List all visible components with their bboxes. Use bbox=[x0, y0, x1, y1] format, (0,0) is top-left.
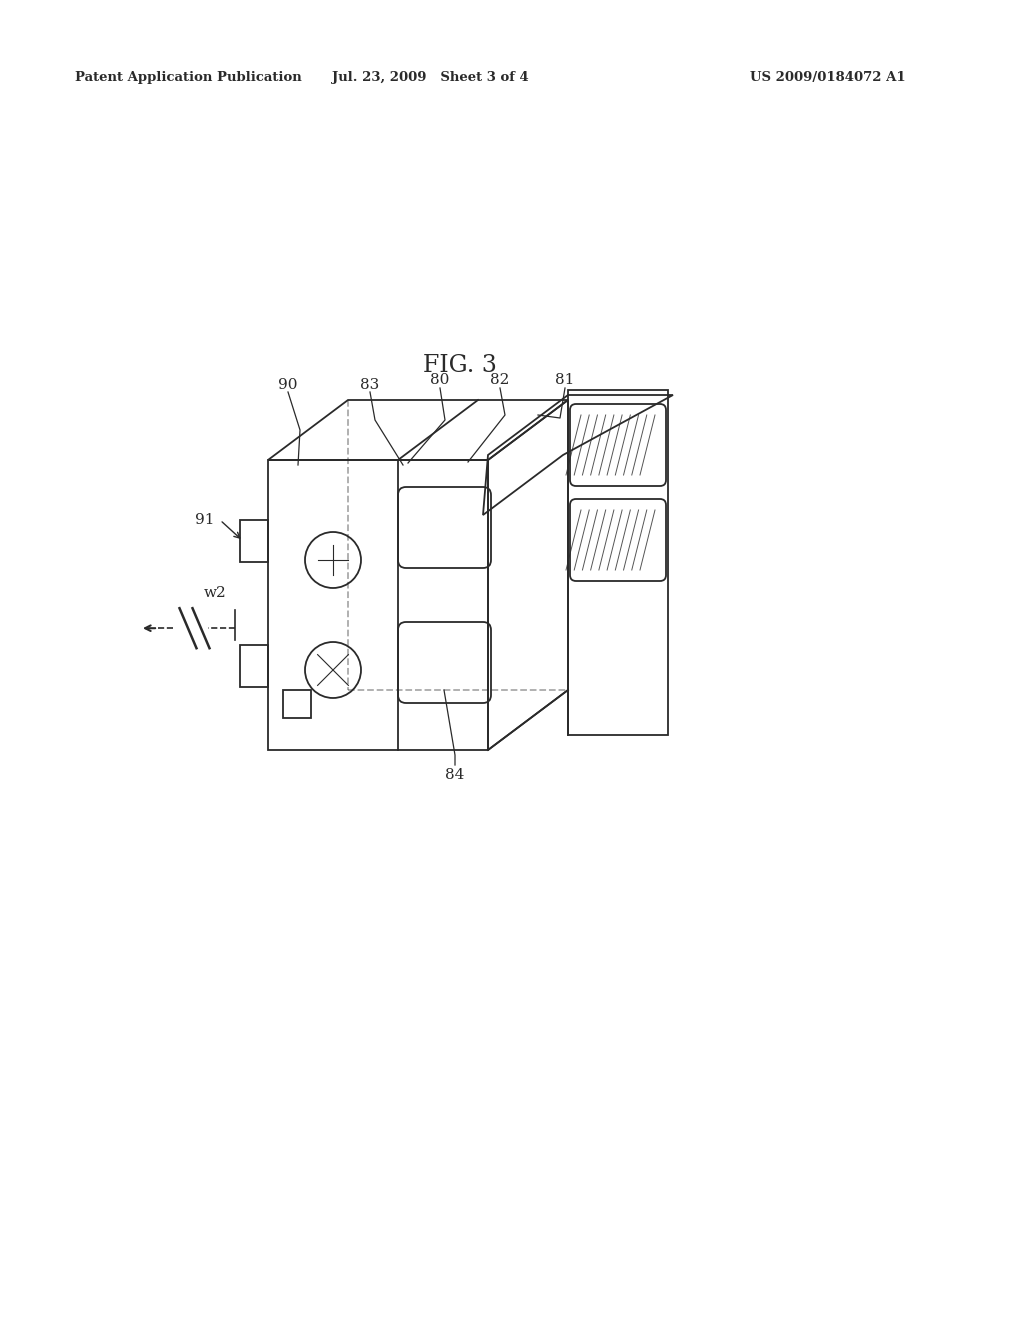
Text: 80: 80 bbox=[430, 374, 450, 387]
Text: 83: 83 bbox=[360, 378, 380, 392]
Text: Patent Application Publication: Patent Application Publication bbox=[75, 71, 302, 84]
Text: FIG. 3: FIG. 3 bbox=[423, 354, 497, 376]
Text: 81: 81 bbox=[555, 374, 574, 387]
Text: w2: w2 bbox=[204, 586, 227, 601]
Text: US 2009/0184072 A1: US 2009/0184072 A1 bbox=[750, 71, 905, 84]
Text: 90: 90 bbox=[279, 378, 298, 392]
Text: 82: 82 bbox=[490, 374, 510, 387]
Text: 91: 91 bbox=[196, 513, 215, 527]
Text: 84: 84 bbox=[445, 768, 465, 781]
Text: Jul. 23, 2009   Sheet 3 of 4: Jul. 23, 2009 Sheet 3 of 4 bbox=[332, 71, 528, 84]
